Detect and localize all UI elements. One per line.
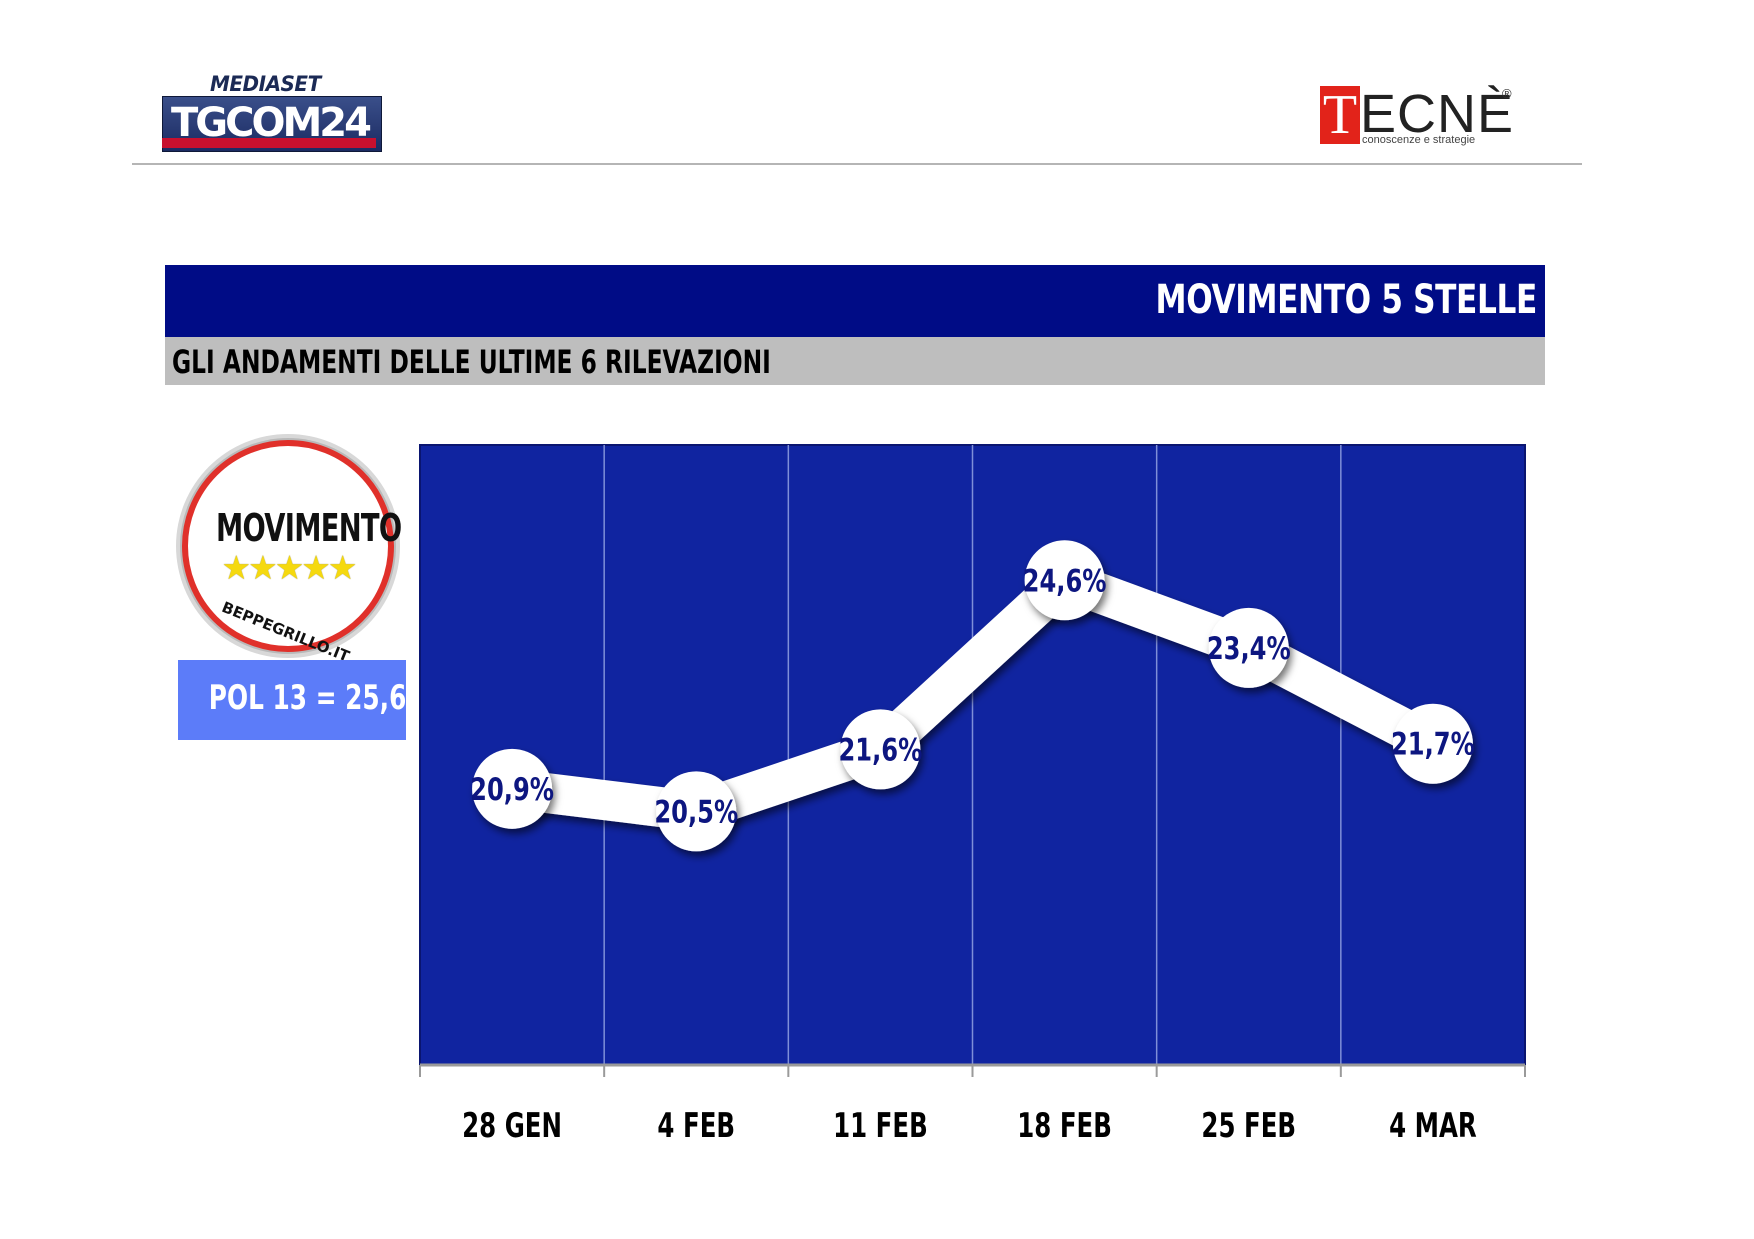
data-point [472, 748, 553, 829]
tecne-tagline: conoscenze e strategie [1362, 134, 1476, 146]
party-logo-url: BEPPEGRILLO.IT [219, 598, 352, 666]
five-stars-icon: ★★★★★ [221, 549, 358, 586]
tecne-first-letter: T [1320, 86, 1360, 144]
data-label: 23,4% [1207, 630, 1291, 667]
page-subtitle: GLI ANDAMENTI DELLE ULTIME 6 RILEVAZIONI [172, 343, 771, 381]
tecne-name: ECNÈ [1360, 84, 1515, 144]
x-tick-label: 4 MAR [1389, 1106, 1477, 1145]
line-chart: 20,9% 20,5% 21,6% 24,6% 23,4% 21,7% 28 GEN 4 FE… [419, 444, 1526, 1145]
x-tick-label: 28 GEN [462, 1106, 562, 1145]
data-label: 21,6% [838, 731, 922, 768]
registered-mark: ® [1502, 86, 1512, 101]
data-label: 21,7% [1391, 726, 1475, 763]
data-point [656, 771, 737, 852]
pol-note: POL 13 = 25,6% [208, 678, 432, 718]
pol-note-box: POL 13 = 25,6% [178, 660, 432, 740]
data-point [1024, 540, 1105, 621]
header-divider [132, 163, 1582, 165]
data-label: 20,5% [654, 793, 738, 830]
x-tick-label: 4 FEB [657, 1106, 735, 1145]
data-label: 24,6% [1023, 562, 1107, 599]
data-point [840, 709, 921, 790]
data-point [1392, 703, 1473, 784]
tgcom24-logo: MEDIASET TGCOM24 [158, 72, 382, 154]
x-tick-label: 18 FEB [1017, 1106, 1112, 1145]
data-label: 20,9% [470, 771, 554, 808]
title-bar: MOVIMENTO 5 STELLE [165, 265, 1545, 337]
x-tick-label: 25 FEB [1201, 1106, 1296, 1145]
data-point [1208, 607, 1289, 688]
subtitle-bar: GLI ANDAMENTI DELLE ULTIME 6 RILEVAZIONI [165, 337, 1545, 385]
party-logo-name: MOVIMENTO [216, 506, 402, 550]
tecne-logo: T ECNÈ ® conoscenze e strategie [1320, 84, 1520, 152]
movimento-5-stelle-logo: MOVIMENTO ★★★★★ BEPPEGRILLO.IT [182, 440, 402, 666]
x-tick-label: 11 FEB [833, 1106, 928, 1145]
page-title: MOVIMENTO 5 STELLE [1155, 277, 1538, 323]
tgcom-red-stripe [162, 138, 376, 148]
mediaset-text: MEDIASET [210, 72, 321, 96]
